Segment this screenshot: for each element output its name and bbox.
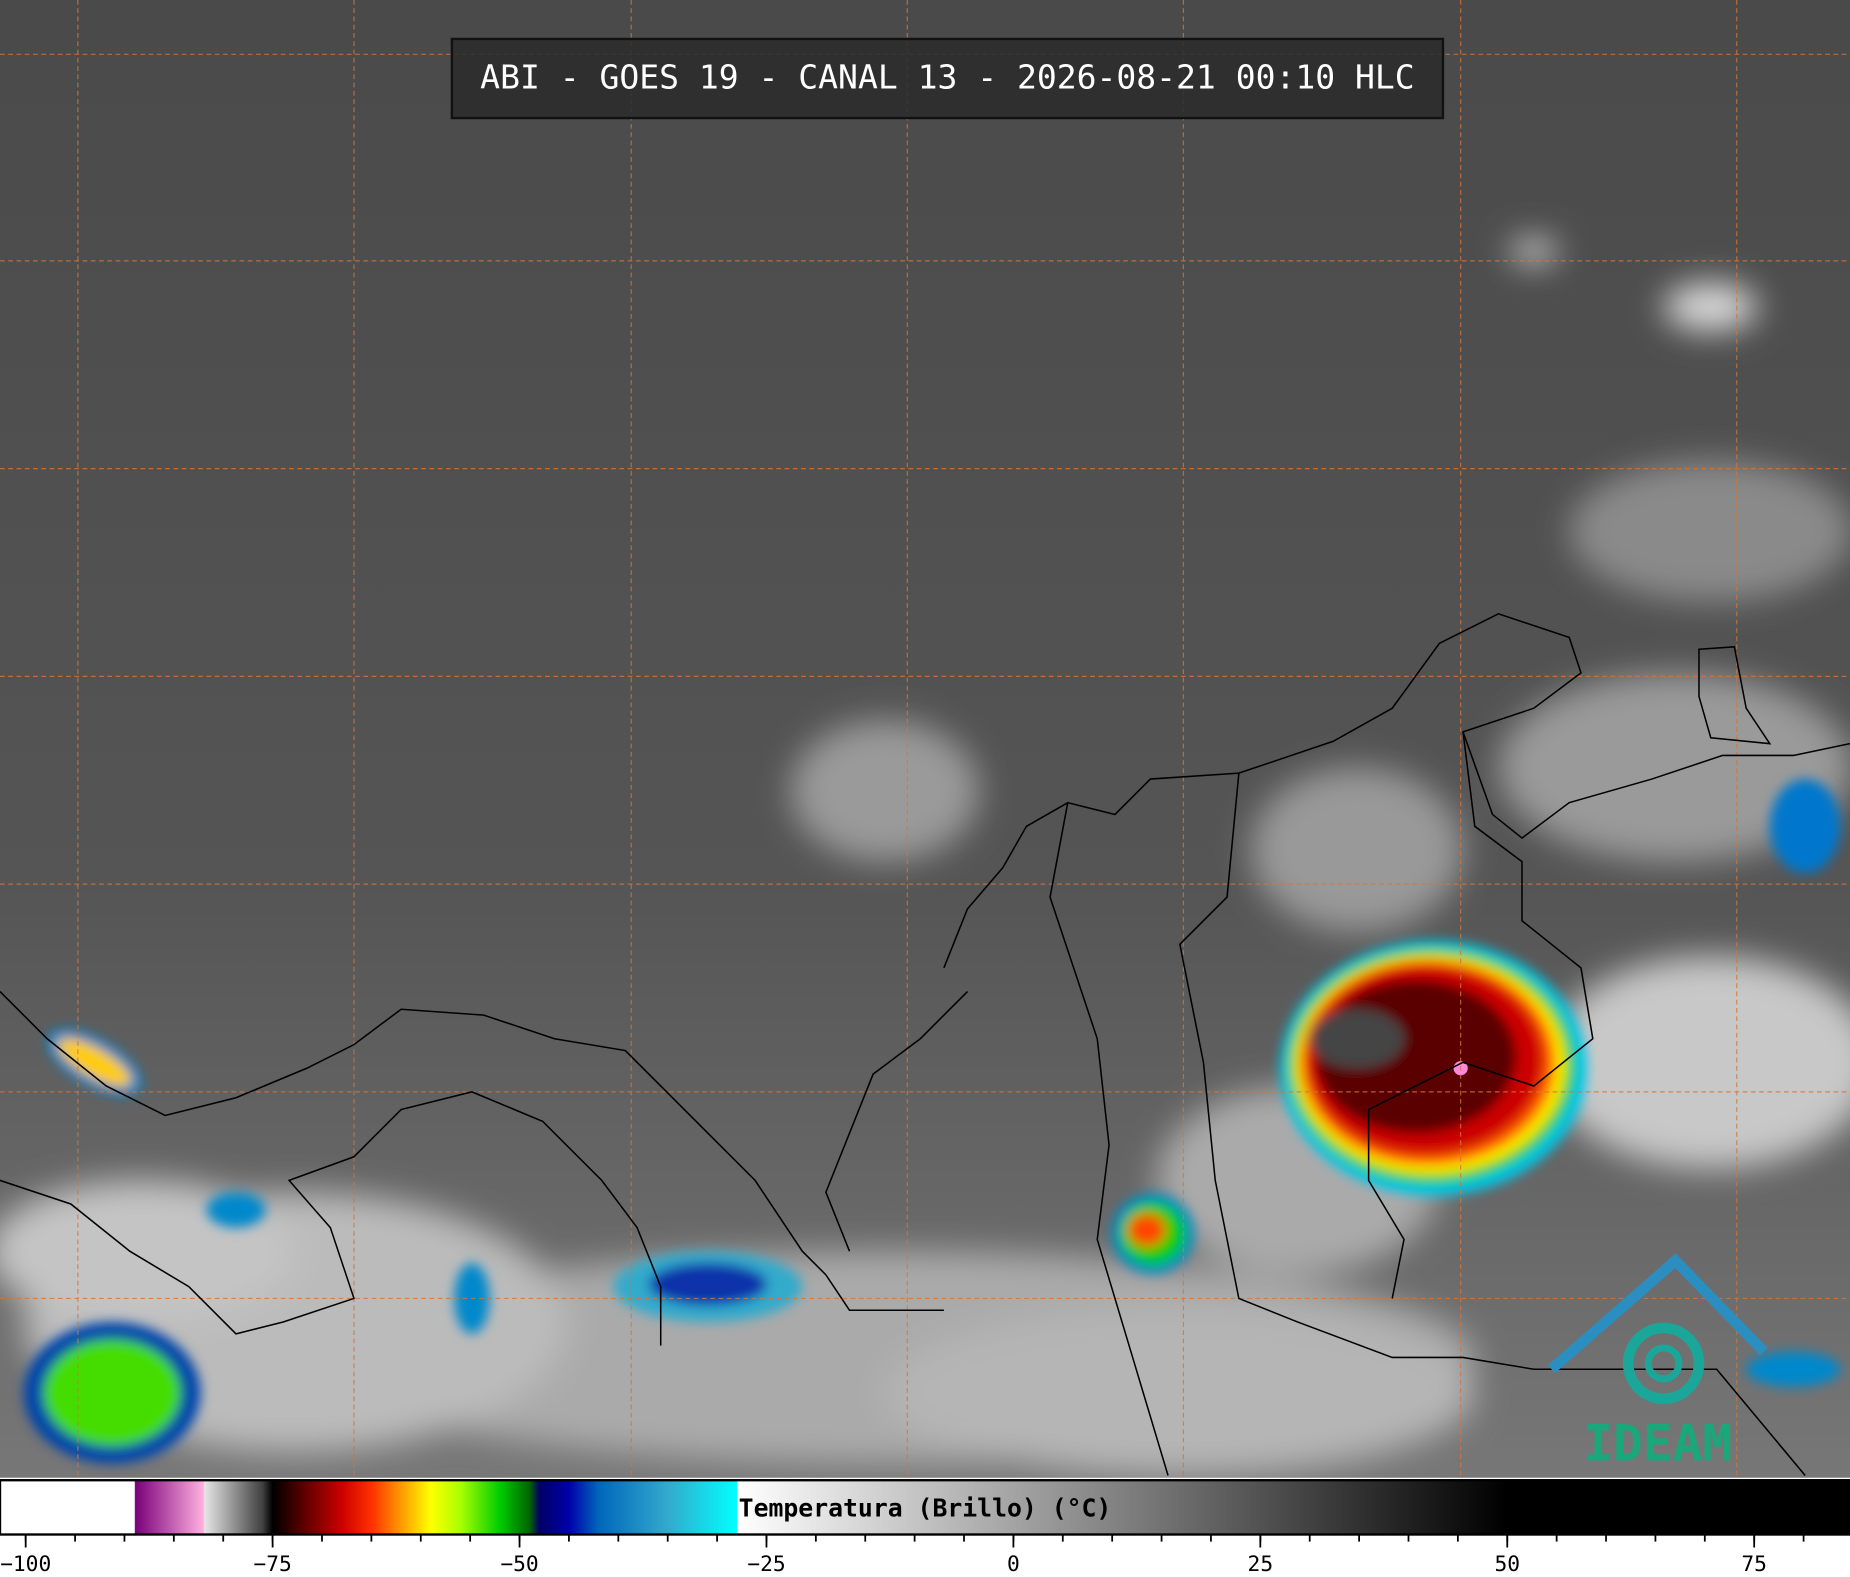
colorbar-tick-label: −100 — [0, 1552, 51, 1577]
clouds — [0, 239, 1850, 1476]
logo-text: IDEAM — [1583, 1415, 1732, 1473]
coastlines — [0, 612, 1850, 1476]
graticule — [0, 0, 1850, 1478]
colorbar-label: Temperatura (Brillo) (°C) — [739, 1494, 1112, 1523]
colorbar-tick-label: −25 — [747, 1552, 785, 1577]
title-box — [450, 37, 1445, 120]
logo: IDEAM — [1547, 1253, 1768, 1473]
colorbar-tick-label: 25 — [1248, 1552, 1274, 1577]
colorbar-gradient — [0, 1479, 1850, 1536]
colorbar-tick-label: 0 — [1007, 1552, 1020, 1577]
colorbar-tick-label: −75 — [253, 1552, 291, 1577]
storms — [23, 779, 1841, 1464]
colorbar: Temperatura (Brillo) (°C) −100 −75 −50 −25 0 2… — [0, 1479, 1850, 1577]
colorbar-tick-label: −50 — [500, 1552, 538, 1577]
colorbar-tick-label: 50 — [1494, 1552, 1520, 1577]
title: ABI - GOES 19 - CANAL 13 - 2026-08-21 00… — [480, 58, 1414, 97]
colorbar-tick-label: 75 — [1741, 1552, 1767, 1577]
